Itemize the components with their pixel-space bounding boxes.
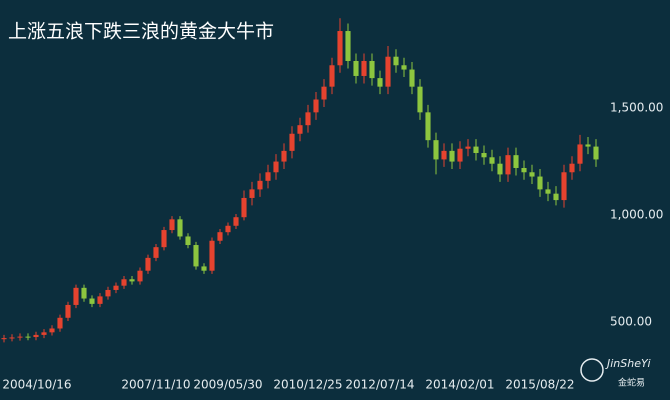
candle-body	[169, 219, 175, 231]
y-tick-label: 1,000.00	[610, 208, 663, 222]
candle-body	[281, 150, 287, 162]
candle-body	[577, 144, 583, 164]
candle-body	[153, 247, 159, 258]
candle-body	[401, 65, 407, 70]
candle-body	[433, 140, 439, 160]
x-tick-label: 2004/10/16	[2, 378, 71, 392]
candle-body	[297, 125, 303, 134]
candle-body	[161, 230, 167, 248]
x-tick-label: 2009/05/30	[193, 378, 262, 392]
candle-body	[9, 337, 15, 339]
y-tick-label: 500.00	[610, 315, 652, 329]
candle-body	[361, 60, 367, 76]
candle-body	[481, 153, 487, 158]
candle-body	[25, 336, 31, 338]
candle-body	[505, 155, 511, 175]
chart-title: 上涨五浪下跌三浪的黄金大牛市	[8, 21, 274, 43]
x-tick-label: 2007/11/10	[121, 378, 190, 392]
candle-body	[561, 172, 567, 201]
candle-body	[417, 86, 423, 113]
y-tick-label: 1,500.00	[610, 101, 663, 115]
candle-body	[385, 56, 391, 87]
candle-body	[289, 133, 295, 151]
logo-icon	[580, 358, 604, 382]
candle-body	[473, 146, 479, 154]
candle-body	[513, 155, 519, 168]
candle-body	[121, 279, 127, 286]
candle-body	[265, 172, 271, 181]
candle-body	[553, 193, 559, 201]
candle-body	[353, 60, 359, 76]
candle-body	[425, 112, 431, 141]
candle-body	[457, 148, 463, 162]
candle-body	[137, 270, 143, 282]
candle-body	[41, 332, 47, 335]
candle-body	[225, 225, 231, 233]
candle-body	[537, 176, 543, 190]
candle-body	[105, 289, 111, 297]
candle-body	[313, 99, 319, 113]
candle-body	[193, 245, 199, 267]
candle-body	[273, 161, 279, 173]
candle-body	[545, 189, 551, 194]
candle-body	[73, 287, 79, 305]
candle-body	[129, 279, 135, 282]
candle-body	[233, 217, 239, 226]
candle-body	[65, 304, 71, 318]
candle-body	[345, 31, 351, 61]
candle-body	[57, 317, 63, 329]
candle-body	[241, 197, 247, 218]
candle-body	[33, 334, 39, 338]
candle-body	[49, 328, 55, 333]
candle-body	[441, 150, 447, 160]
candle-body	[201, 266, 207, 271]
candle-body	[521, 167, 527, 173]
candle-body	[529, 172, 535, 177]
candle-body	[209, 240, 215, 271]
candle-body	[393, 56, 399, 66]
candle-body	[17, 336, 23, 338]
candle-body	[497, 163, 503, 175]
watermark: JinSheYi 金蛇易	[580, 357, 651, 389]
candle-body	[113, 285, 119, 290]
x-tick-label: 2015/08/22	[505, 378, 574, 392]
candle-body	[449, 150, 455, 162]
candle-body	[369, 60, 375, 79]
candle-body	[321, 86, 327, 100]
candle-body	[97, 296, 103, 304]
candle-body	[1, 338, 7, 340]
candle-body	[569, 163, 575, 173]
candle-body	[305, 112, 311, 126]
candle-body	[89, 298, 95, 304]
candle-body	[585, 144, 591, 147]
candle-body	[145, 257, 151, 271]
candle-body	[185, 236, 191, 246]
candle-body	[177, 219, 183, 237]
candle-body	[81, 287, 87, 299]
candle-body	[329, 65, 335, 87]
watermark-subtext: 金蛇易	[618, 377, 645, 389]
watermark-text: JinSheYi	[605, 357, 651, 370]
candle-body	[593, 146, 599, 160]
x-tick-label: 2012/07/14	[345, 378, 414, 392]
candle-body	[409, 69, 415, 87]
candle-body	[465, 146, 471, 149]
x-tick-label: 2014/02/01	[425, 378, 494, 392]
candle-body	[489, 157, 495, 164]
candle-body	[377, 78, 383, 87]
candle-body	[337, 31, 343, 66]
candle-body	[217, 232, 223, 241]
candle-body	[249, 189, 255, 198]
x-tick-label: 2010/12/25	[273, 378, 342, 392]
candle-body	[257, 180, 263, 190]
